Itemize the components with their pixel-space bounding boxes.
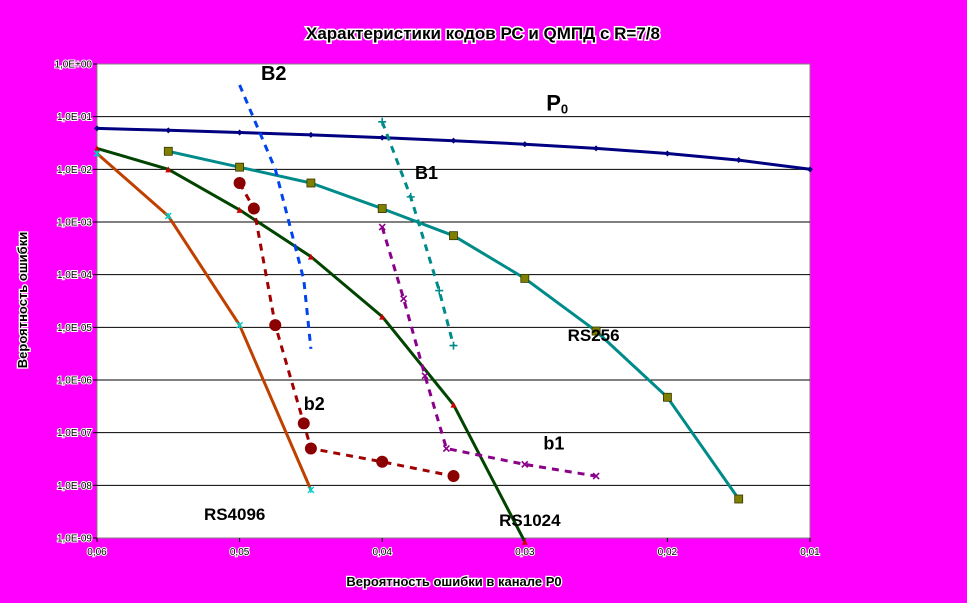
- data-point: [236, 206, 243, 213]
- x-tick-label: 0,05: [230, 547, 250, 558]
- x-tick-label: 0,01: [800, 547, 820, 558]
- series-label: B1: [415, 163, 438, 183]
- series-line: [96, 152, 313, 491]
- data-point: [400, 295, 408, 303]
- series-5: [378, 117, 458, 350]
- data-point: [591, 326, 601, 336]
- data-point: [450, 401, 457, 408]
- data-point: [247, 202, 260, 215]
- data-point: [94, 125, 100, 132]
- x-tick-label: 0,02: [658, 547, 678, 558]
- series-0: [94, 125, 813, 173]
- y-tick-label: 1,0E-04: [57, 270, 92, 281]
- series-label: b2: [304, 394, 325, 414]
- data-point: [163, 146, 173, 156]
- series-2: [94, 145, 528, 545]
- y-tick-label: 1,0E-01: [57, 112, 92, 123]
- series-3: [93, 150, 315, 494]
- chart-title: Характеристики кодов РС и QМПД с R=7/8: [306, 24, 660, 43]
- y-tick-label: 1,0E-02: [57, 165, 92, 176]
- x-axis-ticks: 0,06 0,05 0,04 0,03 0,02 0,01: [86, 538, 821, 559]
- series-4: [238, 84, 313, 350]
- data-point: [93, 150, 101, 157]
- data-point: [379, 313, 386, 320]
- x-tick-label: 0,03: [515, 547, 535, 558]
- data-point: [449, 341, 458, 350]
- data-point: [164, 212, 172, 220]
- data-point: [664, 150, 671, 157]
- series-6: [233, 177, 460, 483]
- x-tick-label: 0,06: [87, 547, 107, 558]
- data-point: [378, 117, 387, 126]
- data-point: [378, 223, 386, 231]
- data-point: [297, 417, 310, 430]
- y-tick-label: 1,0E-08: [57, 481, 92, 492]
- data-point: [449, 231, 458, 241]
- data-point: [94, 145, 100, 152]
- data-point: [165, 127, 172, 134]
- y-tick-label: 1,0E-09: [57, 534, 92, 545]
- data-point: [236, 321, 244, 329]
- data-point: [734, 494, 744, 504]
- series-label: B2: [261, 63, 287, 85]
- data-point: [442, 444, 450, 453]
- plot-area: [96, 63, 811, 539]
- data-point: [521, 538, 528, 545]
- data-point: [165, 166, 172, 173]
- data-point: [307, 486, 315, 494]
- data-point: [307, 131, 314, 138]
- y-tick-label: 1,0E-06: [57, 376, 92, 387]
- data-point: [235, 162, 245, 172]
- data-point: [593, 145, 600, 152]
- data-point: [447, 470, 460, 483]
- data-point: [376, 455, 389, 468]
- data-point: [379, 134, 386, 141]
- y-tick-label: 1,0E+00: [54, 60, 92, 71]
- series-label: RS256: [568, 326, 620, 345]
- data-point: [307, 253, 314, 260]
- series-labels: P0 RS256 RS1024 RS4096 B2 B1 b2 b1: [204, 63, 620, 530]
- series-label: b1: [543, 433, 564, 453]
- data-point: [807, 166, 813, 173]
- series-1: [163, 146, 744, 504]
- data-point: [406, 192, 415, 201]
- series-label: RS1024: [499, 511, 561, 530]
- series-group: [93, 84, 813, 545]
- y-tick-label: 1,0E-05: [57, 323, 92, 334]
- data-point: [520, 273, 530, 283]
- series-label: RS4096: [204, 505, 265, 524]
- data-point: [663, 392, 672, 402]
- data-point: [435, 286, 444, 295]
- data-point: [521, 460, 529, 468]
- x-axis-label: Вероятность ошибки в канале P0: [346, 574, 561, 589]
- series-label: P0: [546, 91, 568, 117]
- data-point: [421, 372, 429, 380]
- data-point: [269, 319, 282, 332]
- data-point: [306, 178, 316, 188]
- data-point: [450, 137, 457, 144]
- series-line: [380, 121, 455, 346]
- data-point: [735, 157, 742, 164]
- y-axis-label: Вероятность ошибки: [15, 232, 30, 368]
- series-line: [238, 84, 313, 350]
- y-axis-ticks: 1,0E+00 1,0E-01 1,0E-02 1,0E-03 1,0E-04 1,0E-…: [53, 59, 97, 546]
- y-tick-label: 1,0E-03: [57, 218, 92, 229]
- data-point: [304, 442, 317, 455]
- data-point: [377, 204, 387, 213]
- data-point: [233, 177, 246, 190]
- series-7: [378, 223, 600, 480]
- x-tick-label: 0,04: [372, 547, 392, 558]
- y-tick-label: 1,0E-07: [57, 428, 92, 439]
- data-point: [592, 472, 600, 480]
- data-point: [236, 129, 243, 136]
- gridlines: [97, 116, 810, 486]
- data-point: [521, 141, 528, 148]
